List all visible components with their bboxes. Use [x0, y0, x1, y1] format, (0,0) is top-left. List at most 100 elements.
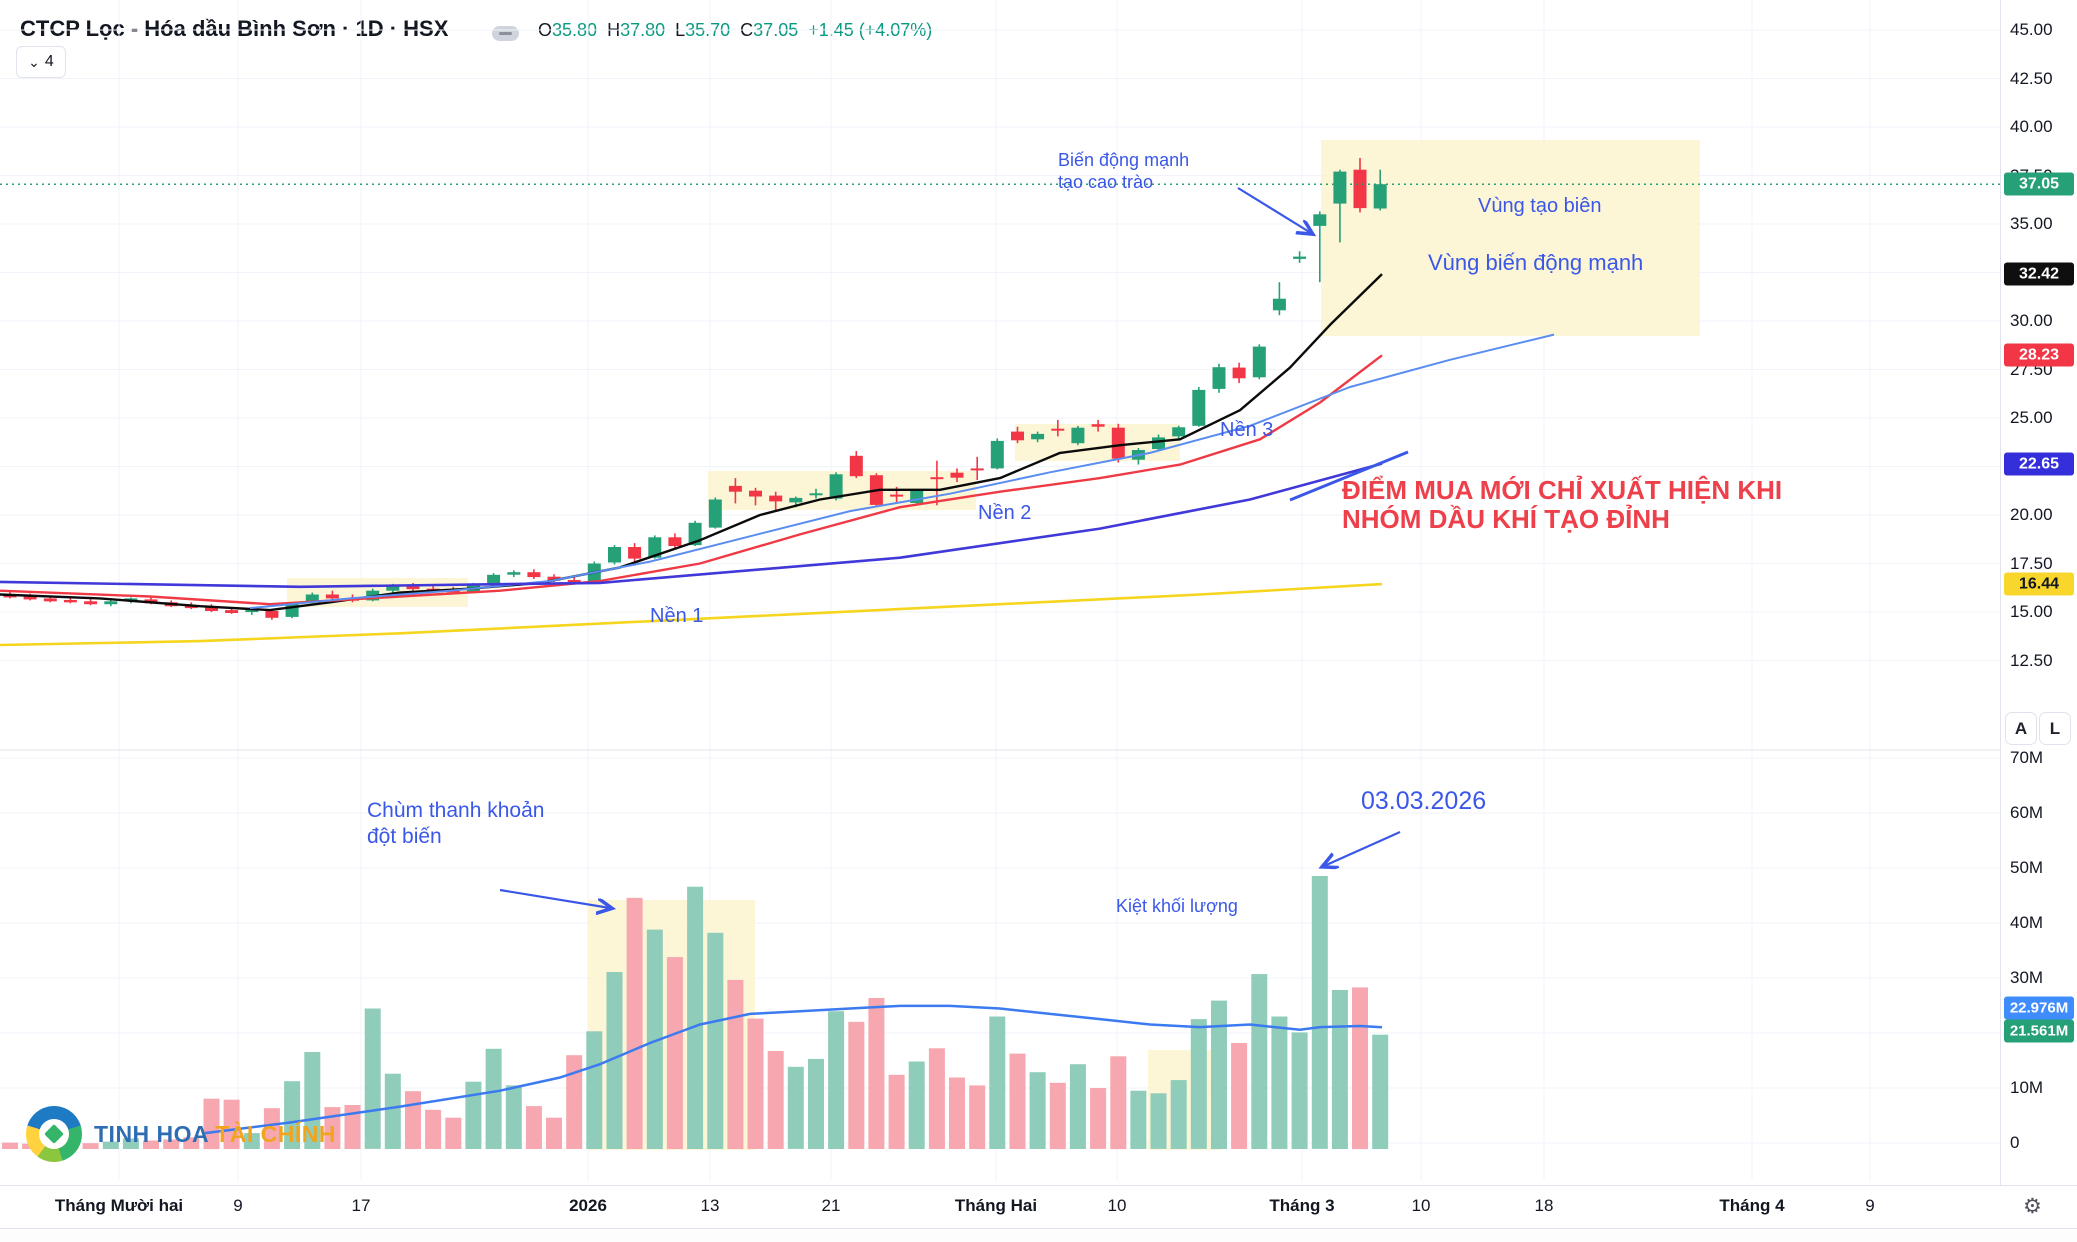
candle [43, 598, 57, 602]
candle [1091, 424, 1105, 427]
volume-bar [1271, 1016, 1288, 1149]
candle [1333, 171, 1347, 204]
candle [1192, 389, 1206, 426]
volume-bar [848, 1021, 865, 1149]
candle [547, 576, 561, 581]
annotation-volume-cluster[interactable]: Chùm thanh khoản đột biến [367, 799, 545, 848]
time-tick: Tháng 3 [1269, 1196, 1335, 1215]
candle [648, 537, 662, 558]
volume-bar [949, 1077, 965, 1149]
candle [809, 493, 823, 496]
annotation-buy-note[interactable]: ĐIỂM MUA MỚI CHỈ XUẤT HIỆN KHI NHÓM DẦU … [1342, 475, 1783, 535]
price-badge: 32.42 [2004, 262, 2074, 286]
volume-bar [727, 979, 744, 1149]
volume-bar [203, 1098, 220, 1150]
volume-bar [1069, 1064, 1086, 1149]
volume-bar [1150, 1093, 1167, 1149]
volume-bar [304, 1052, 321, 1149]
candle [769, 495, 783, 502]
volume-bar [989, 1016, 1006, 1149]
price-axis[interactable]: 45.0042.5040.0037.5035.0032.5030.0027.50… [2000, 0, 2077, 1242]
candle [265, 611, 279, 618]
volume-tick: 60M [2010, 803, 2044, 822]
volume-bar [223, 1099, 240, 1149]
auto-scale-button[interactable]: A [2005, 712, 2037, 745]
volume-bar [828, 1011, 845, 1149]
annotation-base3[interactable]: Nền 3 [1220, 419, 1274, 441]
chart-canvas[interactable] [0, 0, 2000, 1185]
volume-bar [888, 1074, 905, 1149]
candle [728, 485, 742, 492]
volume-bar [1352, 987, 1368, 1150]
volume-badge: 22.976M [2004, 996, 2074, 1020]
candle [829, 474, 843, 499]
candle [1232, 367, 1246, 379]
candle [245, 610, 259, 613]
price-tick: 42.50 [2010, 69, 2053, 88]
gear-icon[interactable]: ⚙ [2023, 1195, 2042, 1218]
candle [1011, 431, 1024, 441]
candle [990, 440, 1004, 469]
volume-bar [384, 1073, 401, 1149]
volume-bar [2, 1142, 18, 1149]
candle [386, 585, 400, 591]
time-tick: 21 [821, 1196, 841, 1215]
volume-tick: 50M [2010, 858, 2044, 877]
volume-bar [183, 1137, 200, 1149]
candle [608, 547, 621, 563]
brand-logo: TINH HOA TÀI CHÍNH [26, 1106, 336, 1162]
volume-bar [1110, 1056, 1127, 1150]
time-axis[interactable]: Tháng Mười hai 9 17 2026 13 21 Tháng Hai 10 Thán… [0, 1185, 2077, 1229]
candle [507, 572, 521, 575]
price-tick: 20.00 [2010, 505, 2053, 524]
price-tick: 12.50 [2010, 651, 2053, 670]
candle [1111, 427, 1125, 459]
price-tick: 40.00 [2010, 117, 2053, 136]
brand-name-part2: TÀI CHÍNH [215, 1120, 336, 1147]
trendline [1289, 450, 1409, 502]
annotation-base2[interactable]: Nền 2 [978, 502, 1032, 524]
volume-bar [1170, 1080, 1187, 1149]
price-badge: 37.05 [2004, 172, 2074, 196]
candle [104, 601, 118, 605]
volume-bar [586, 1031, 603, 1149]
log-scale-button[interactable]: L [2039, 712, 2071, 745]
volume-badge: 21.561M [2004, 1019, 2074, 1043]
price-tick: 35.00 [2010, 214, 2053, 233]
volume-bar [1372, 1034, 1389, 1149]
price-tick: 15.00 [2010, 602, 2053, 621]
volume-bar [767, 1051, 784, 1149]
volume-bar [1211, 1000, 1227, 1149]
volume-bar [445, 1117, 462, 1149]
annotation-spike-date[interactable]: 03.03.2026 [1361, 787, 1487, 815]
volume-bar [707, 932, 724, 1149]
candle [84, 601, 98, 605]
indicators-dropdown[interactable]: ⌄ 4 [16, 46, 66, 78]
volume-bar [1049, 1082, 1066, 1150]
time-tick: 9 [233, 1196, 243, 1215]
candle [1353, 169, 1367, 209]
candle [1152, 437, 1165, 449]
volume-bar [1331, 990, 1348, 1149]
volume-bar [284, 1081, 301, 1149]
annotation-range-zone[interactable]: Vùng tạo biên [1478, 195, 1602, 217]
annotation-base1[interactable]: Nền 1 [650, 605, 704, 627]
volume-bar [344, 1105, 361, 1149]
annotation-volatile-zone[interactable]: Vùng biến động mạnh [1428, 250, 1644, 275]
symbol-title[interactable]: CTCP Lọc - Hóa dầu Bình Sơn · 1D · HSX [20, 16, 449, 41]
candle [950, 472, 964, 478]
time-tick: 2026 [569, 1196, 607, 1215]
annotation-climax[interactable]: Biến động mạnh tạo cao trào [1058, 150, 1190, 192]
volume-bar [263, 1108, 280, 1149]
volume-bar [1009, 1053, 1026, 1149]
time-tick: 17 [351, 1196, 371, 1215]
volume-bar [969, 1085, 986, 1149]
volume-bar [908, 1061, 925, 1149]
candle [970, 468, 984, 471]
annotation-volume-dry[interactable]: Kiệt khối lượng [1116, 896, 1238, 916]
candle [205, 607, 218, 611]
ma-blue [0, 462, 1383, 589]
time-tick: 13 [700, 1196, 720, 1215]
candle [890, 494, 904, 497]
